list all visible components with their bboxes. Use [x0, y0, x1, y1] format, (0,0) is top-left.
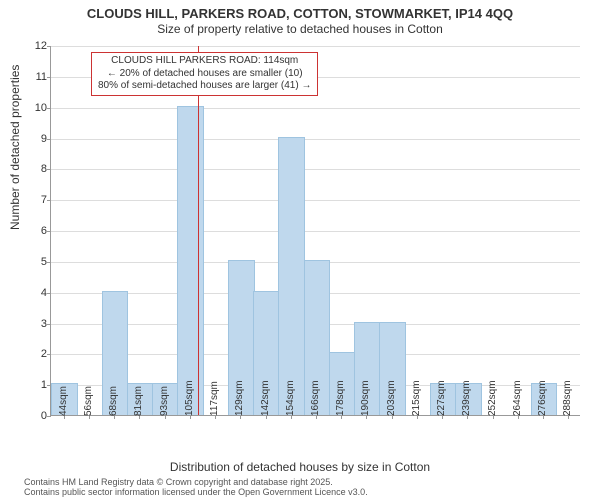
gridline	[51, 46, 580, 47]
x-tick-label: 68sqm	[108, 386, 119, 416]
y-tick-label: 0	[23, 410, 47, 422]
x-tick-label: 264sqm	[512, 380, 523, 416]
x-tick-label: 276sqm	[537, 380, 548, 416]
x-tick-label: 203sqm	[386, 380, 397, 416]
annotation-line: ← 20% of detached houses are smaller (10…	[98, 68, 311, 81]
x-tick-label: 129sqm	[234, 380, 245, 416]
x-tick-label: 93sqm	[159, 386, 170, 416]
y-tick-label: 9	[23, 133, 47, 145]
chart-subtitle: Size of property relative to detached ho…	[0, 22, 600, 40]
bar	[177, 106, 204, 415]
chart-area: 012345678910111244sqm56sqm68sqm81sqm93sq…	[50, 46, 580, 416]
annotation-line: 80% of semi-detached houses are larger (…	[98, 80, 311, 93]
x-tick-label: 81sqm	[133, 386, 144, 416]
y-tick-label: 8	[23, 163, 47, 175]
y-tick-label: 11	[23, 71, 47, 83]
x-tick-label: 154sqm	[285, 380, 296, 416]
x-tick-label: 288sqm	[562, 380, 573, 416]
y-tick-label: 10	[23, 102, 47, 114]
y-tick-label: 2	[23, 348, 47, 360]
y-tick-label: 1	[23, 379, 47, 391]
gridline	[51, 169, 580, 170]
gridline	[51, 231, 580, 232]
x-tick-label: 105sqm	[184, 380, 195, 416]
y-axis-label: Number of detached properties	[8, 65, 22, 230]
y-tick-label: 4	[23, 287, 47, 299]
x-tick-label: 56sqm	[83, 386, 94, 416]
y-tick-label: 12	[23, 40, 47, 52]
x-tick-label: 178sqm	[335, 380, 346, 416]
x-axis-label: Distribution of detached houses by size …	[0, 460, 600, 474]
footer-attribution: Contains HM Land Registry data © Crown c…	[24, 478, 368, 498]
y-tick-label: 6	[23, 225, 47, 237]
x-tick-label: 166sqm	[310, 380, 321, 416]
x-tick-label: 44sqm	[58, 386, 69, 416]
gridline	[51, 139, 580, 140]
title-line1: CLOUDS HILL, PARKERS ROAD, COTTON, STOWM…	[87, 6, 513, 21]
y-tick-label: 7	[23, 194, 47, 206]
annotation-box: CLOUDS HILL PARKERS ROAD: 114sqm← 20% of…	[91, 52, 318, 96]
bar	[278, 137, 305, 416]
x-tick-label: 239sqm	[461, 380, 472, 416]
gridline	[51, 200, 580, 201]
marker-line	[198, 46, 199, 415]
x-tick-label: 215sqm	[411, 380, 422, 416]
y-tick-label: 3	[23, 318, 47, 330]
x-tick-label: 190sqm	[360, 380, 371, 416]
footer-line2: Contains public sector information licen…	[24, 488, 368, 498]
annotation-line: CLOUDS HILL PARKERS ROAD: 114sqm	[98, 55, 311, 68]
x-tick-label: 252sqm	[487, 380, 498, 416]
x-tick-label: 227sqm	[436, 380, 447, 416]
x-tick-label: 142sqm	[260, 380, 271, 416]
chart-title: CLOUDS HILL, PARKERS ROAD, COTTON, STOWM…	[0, 0, 600, 22]
x-tick-label: 117sqm	[209, 381, 220, 416]
plot-area: 012345678910111244sqm56sqm68sqm81sqm93sq…	[50, 46, 580, 416]
gridline	[51, 108, 580, 109]
y-tick-label: 5	[23, 256, 47, 268]
